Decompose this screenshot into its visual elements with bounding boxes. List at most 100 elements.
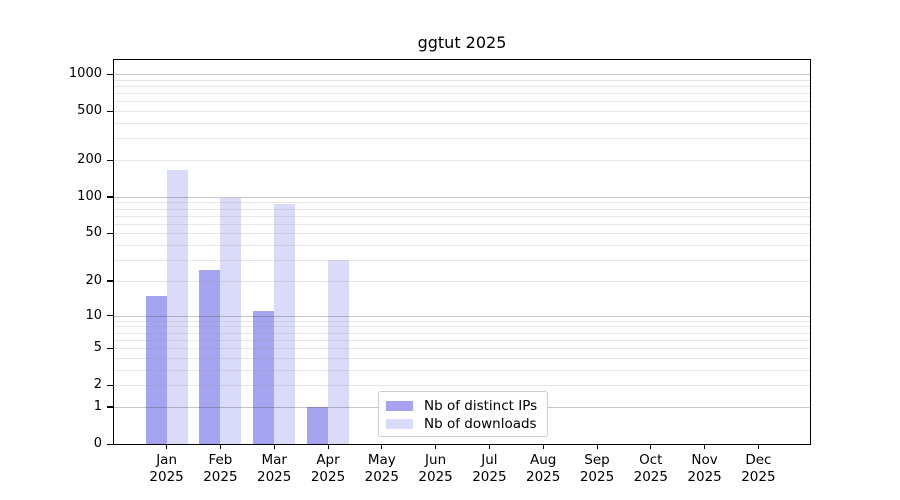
bar-distinct-ips-jan bbox=[145, 295, 167, 444]
x-tick-mark-sep bbox=[596, 444, 598, 449]
gridline-minor-40 bbox=[114, 245, 810, 247]
y-tick-mark-100 bbox=[107, 196, 113, 198]
x-tick-year-text: 2025 bbox=[203, 469, 238, 485]
x-tick-mark-jan bbox=[166, 444, 168, 449]
gridline-minor-400 bbox=[114, 123, 810, 125]
y-tick-mark-5 bbox=[107, 347, 113, 349]
y-tick-mark-10 bbox=[107, 315, 113, 317]
gridline-minor-60 bbox=[114, 223, 810, 225]
legend-label-distinct-ips: Nb of distinct IPs bbox=[424, 398, 538, 414]
y-tick-mark-20 bbox=[107, 280, 113, 282]
bar-downloads-mar bbox=[274, 203, 296, 444]
y-tick-label-500: 500 bbox=[77, 103, 102, 119]
x-tick-label-jan: Jan 2025 bbox=[135, 452, 199, 486]
legend: Nb of distinct IPs Nb of downloads bbox=[378, 391, 548, 437]
x-tick-label-jun: Jun 2025 bbox=[404, 452, 468, 486]
x-tick-month-text: May bbox=[367, 452, 396, 468]
x-tick-month-text: Aug bbox=[530, 452, 557, 468]
x-tick-month-text: Jul bbox=[481, 452, 498, 468]
y-tick-label-20: 20 bbox=[85, 272, 102, 288]
x-tick-month-text: Nov bbox=[691, 452, 718, 468]
gridline-minor-800 bbox=[114, 85, 810, 87]
x-tick-month-text: Dec bbox=[745, 452, 772, 468]
x-tick-month-text: Jan bbox=[156, 452, 177, 468]
x-tick-label-may: May 2025 bbox=[350, 452, 414, 486]
chart-title: ggtut 2025 bbox=[417, 33, 507, 52]
gridline-minor-30 bbox=[114, 260, 810, 262]
legend-swatch-distinct-ips bbox=[386, 401, 413, 411]
y-tick-label-2: 2 bbox=[93, 377, 102, 393]
gridline-minor-200 bbox=[114, 160, 810, 162]
x-tick-month-text: Mar bbox=[261, 452, 287, 468]
x-tick-label-oct: Oct 2025 bbox=[619, 452, 683, 486]
y-tick-label-10: 10 bbox=[85, 307, 102, 323]
y-tick-label-5: 5 bbox=[93, 340, 102, 356]
y-tick-mark-50 bbox=[107, 232, 113, 235]
bar-distinct-ips-feb bbox=[199, 269, 221, 444]
y-tick-label-50: 50 bbox=[85, 225, 102, 241]
bar-downloads-feb bbox=[220, 197, 242, 444]
gridline-major-1000 bbox=[114, 74, 810, 76]
x-tick-mark-jun bbox=[435, 444, 437, 449]
x-tick-mark-aug bbox=[542, 444, 544, 449]
gridline-minor-50 bbox=[114, 233, 810, 235]
y-tick-label-200: 200 bbox=[77, 152, 102, 168]
x-tick-year-text: 2025 bbox=[687, 469, 722, 485]
y-tick-label-1: 1 bbox=[93, 398, 102, 414]
legend-label-downloads: Nb of downloads bbox=[424, 416, 537, 432]
x-tick-mark-feb bbox=[219, 444, 222, 449]
x-tick-year-text: 2025 bbox=[526, 469, 561, 485]
y-tick-mark-200 bbox=[107, 159, 113, 161]
y-tick-mark-2 bbox=[107, 384, 113, 386]
gridline-minor-700 bbox=[114, 93, 810, 95]
y-tick-label-0: 0 bbox=[93, 436, 102, 451]
legend-item-downloads: Nb of downloads bbox=[386, 415, 539, 433]
x-tick-year-text: 2025 bbox=[149, 469, 184, 485]
x-tick-month-text: Oct bbox=[639, 452, 663, 468]
x-tick-mark-dec bbox=[757, 444, 760, 449]
x-tick-mark-may bbox=[381, 444, 383, 449]
gridline-major-100 bbox=[114, 196, 810, 198]
legend-item-distinct-ips: Nb of distinct IPs bbox=[386, 397, 539, 415]
x-tick-year-text: 2025 bbox=[364, 469, 399, 485]
x-tick-year-text: 2025 bbox=[472, 469, 507, 485]
x-tick-label-nov: Nov 2025 bbox=[673, 452, 737, 486]
gridline-minor-70 bbox=[114, 215, 810, 217]
x-tick-year-text: 2025 bbox=[741, 469, 776, 485]
x-tick-label-aug: Aug 2025 bbox=[511, 452, 575, 486]
y-tick-mark-0 bbox=[107, 443, 113, 445]
x-tick-month-text: Apr bbox=[316, 452, 340, 468]
y-tick-label-100: 100 bbox=[77, 188, 102, 204]
legend-swatch-downloads bbox=[386, 419, 413, 429]
x-tick-label-jul: Jul 2025 bbox=[457, 452, 521, 486]
gridline-minor-600 bbox=[114, 101, 810, 103]
x-tick-mark-apr bbox=[327, 444, 329, 449]
y-tick-label-1000: 1000 bbox=[68, 66, 102, 82]
bar-downloads-jan bbox=[166, 170, 188, 444]
x-tick-label-sep: Sep 2025 bbox=[565, 452, 629, 486]
x-tick-mark-nov bbox=[704, 444, 706, 449]
y-tick-mark-500 bbox=[107, 110, 113, 112]
x-tick-mark-mar bbox=[273, 444, 275, 449]
x-tick-year-text: 2025 bbox=[633, 469, 668, 485]
x-tick-label-apr: Apr 2025 bbox=[296, 452, 360, 486]
y-tick-mark-1 bbox=[107, 406, 113, 408]
x-tick-year-text: 2025 bbox=[257, 469, 292, 485]
x-tick-year-text: 2025 bbox=[418, 469, 453, 485]
bar-distinct-ips-mar bbox=[253, 310, 275, 444]
x-tick-mark-oct bbox=[650, 444, 652, 449]
gridline-minor-900 bbox=[114, 79, 810, 81]
x-tick-label-dec: Dec 2025 bbox=[726, 452, 790, 486]
gridline-minor-300 bbox=[114, 138, 810, 140]
x-tick-month-text: Jun bbox=[425, 452, 447, 468]
x-tick-label-feb: Feb 2025 bbox=[188, 452, 252, 486]
bar-downloads-apr bbox=[328, 260, 349, 444]
x-tick-label-mar: Mar 2025 bbox=[242, 452, 306, 486]
gridline-minor-80 bbox=[114, 208, 810, 210]
gridline-minor-90 bbox=[114, 202, 810, 204]
x-tick-mark-jul bbox=[488, 444, 491, 449]
x-tick-month-text: Feb bbox=[208, 452, 233, 468]
plot-area bbox=[113, 59, 811, 445]
y-tick-mark-1000 bbox=[107, 73, 113, 75]
